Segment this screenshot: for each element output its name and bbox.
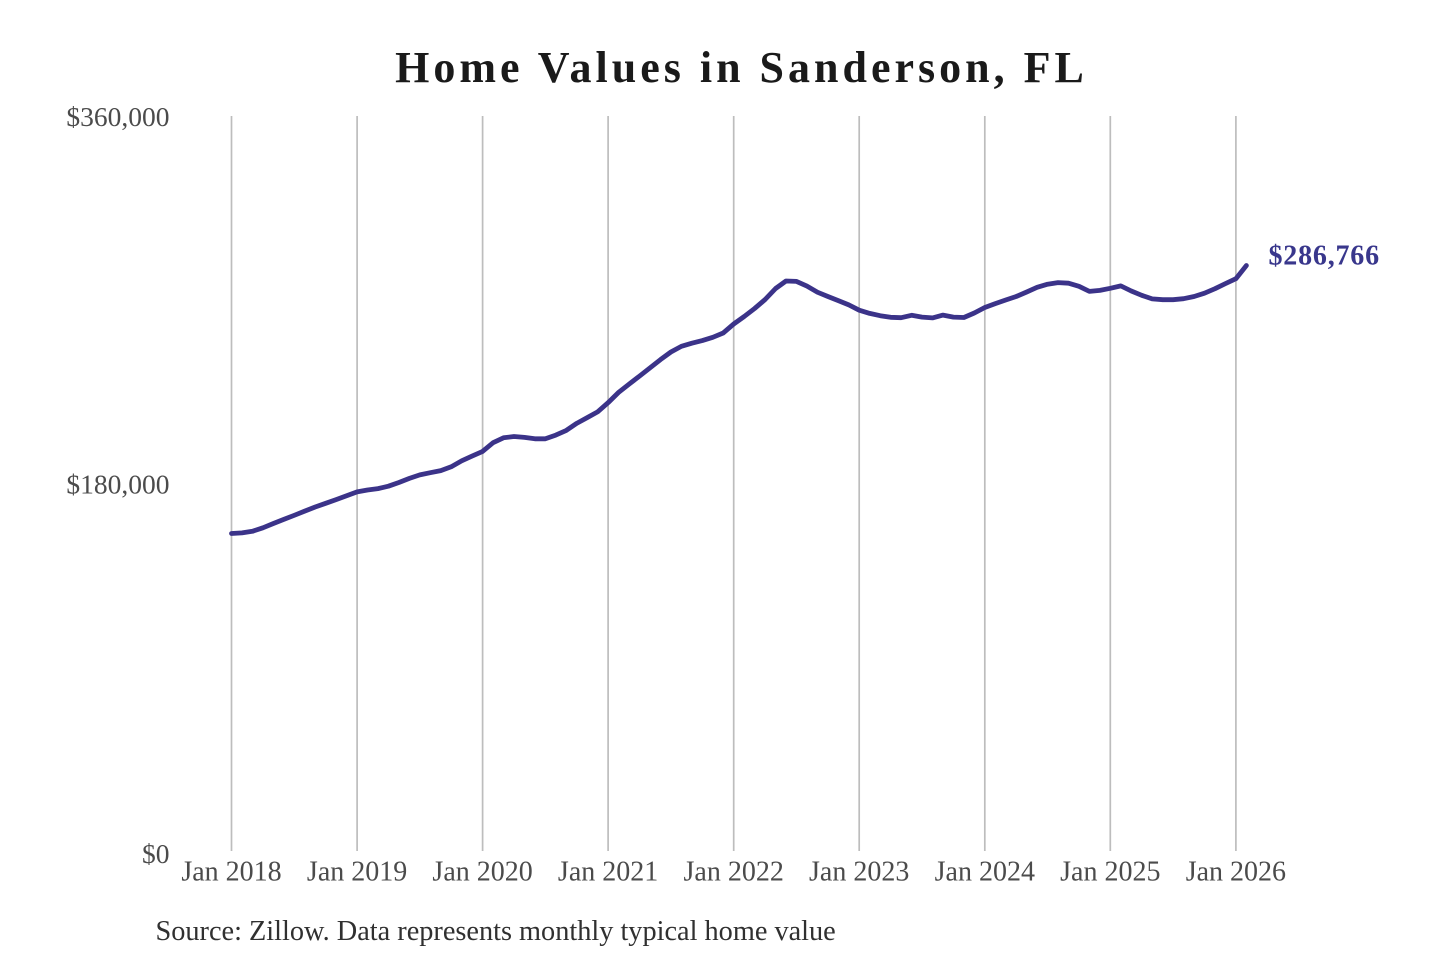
svg-text:Jan 2025: Jan 2025 — [1060, 857, 1160, 888]
svg-text:Jan 2024: Jan 2024 — [935, 857, 1035, 888]
svg-text:$0: $0 — [142, 838, 170, 869]
svg-text:Jan 2023: Jan 2023 — [809, 857, 909, 888]
svg-text:Source: Zillow. Data represent: Source: Zillow. Data represents monthly … — [156, 916, 836, 947]
svg-text:Home Values in Sanderson, FL: Home Values in Sanderson, FL — [395, 43, 1088, 92]
svg-text:Jan 2019: Jan 2019 — [307, 857, 407, 888]
svg-text:Jan 2026: Jan 2026 — [1186, 857, 1286, 888]
svg-text:$180,000: $180,000 — [66, 469, 169, 500]
svg-text:$286,766: $286,766 — [1269, 240, 1380, 271]
svg-text:Jan 2021: Jan 2021 — [558, 857, 658, 888]
svg-text:Jan 2022: Jan 2022 — [684, 857, 784, 888]
svg-text:$360,000: $360,000 — [66, 101, 169, 132]
svg-text:Jan 2018: Jan 2018 — [181, 857, 281, 888]
svg-text:Jan 2020: Jan 2020 — [432, 857, 532, 888]
